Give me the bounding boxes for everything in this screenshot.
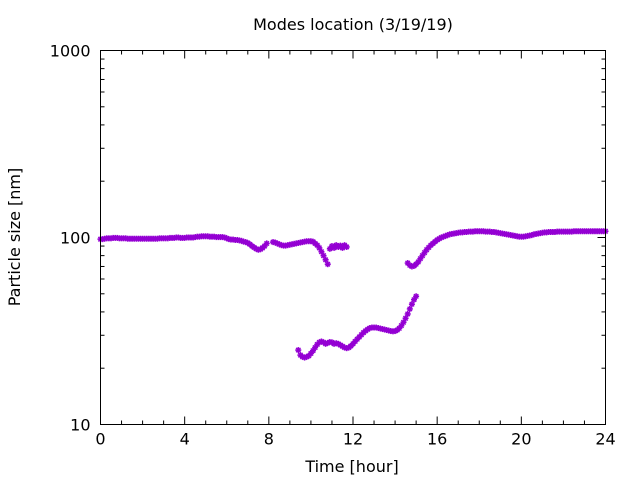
- plot-frame: [100, 50, 606, 425]
- data-point: [406, 305, 413, 312]
- axes: 0 4 8 12 16 20 24 10 100 1000: [50, 42, 616, 449]
- y-axis-label: Particle size [nm]: [5, 168, 24, 307]
- data-point: [404, 310, 411, 317]
- chart-title: Modes location (3/19/19): [253, 15, 453, 34]
- x-axis-label: Time [hour]: [304, 457, 398, 476]
- x-tick-label: 16: [427, 430, 447, 449]
- x-tick-label: 24: [595, 430, 615, 449]
- data-points: [97, 228, 609, 361]
- x-tick-label: 8: [264, 430, 274, 449]
- data-point: [322, 256, 329, 263]
- data-point: [413, 293, 420, 300]
- data-point: [408, 301, 415, 308]
- y-tick-label: 10: [70, 416, 90, 435]
- y-tick-label: 100: [60, 229, 91, 248]
- y-tick-label: 1000: [50, 42, 91, 61]
- data-point: [343, 243, 350, 250]
- data-point: [324, 261, 331, 268]
- x-tick-label: 12: [343, 430, 363, 449]
- data-point: [415, 258, 422, 265]
- x-tick-label: 0: [95, 430, 105, 449]
- data-point: [263, 240, 270, 247]
- data-point: [295, 347, 302, 354]
- x-tick-label: 20: [511, 430, 531, 449]
- x-tick-label: 4: [180, 430, 190, 449]
